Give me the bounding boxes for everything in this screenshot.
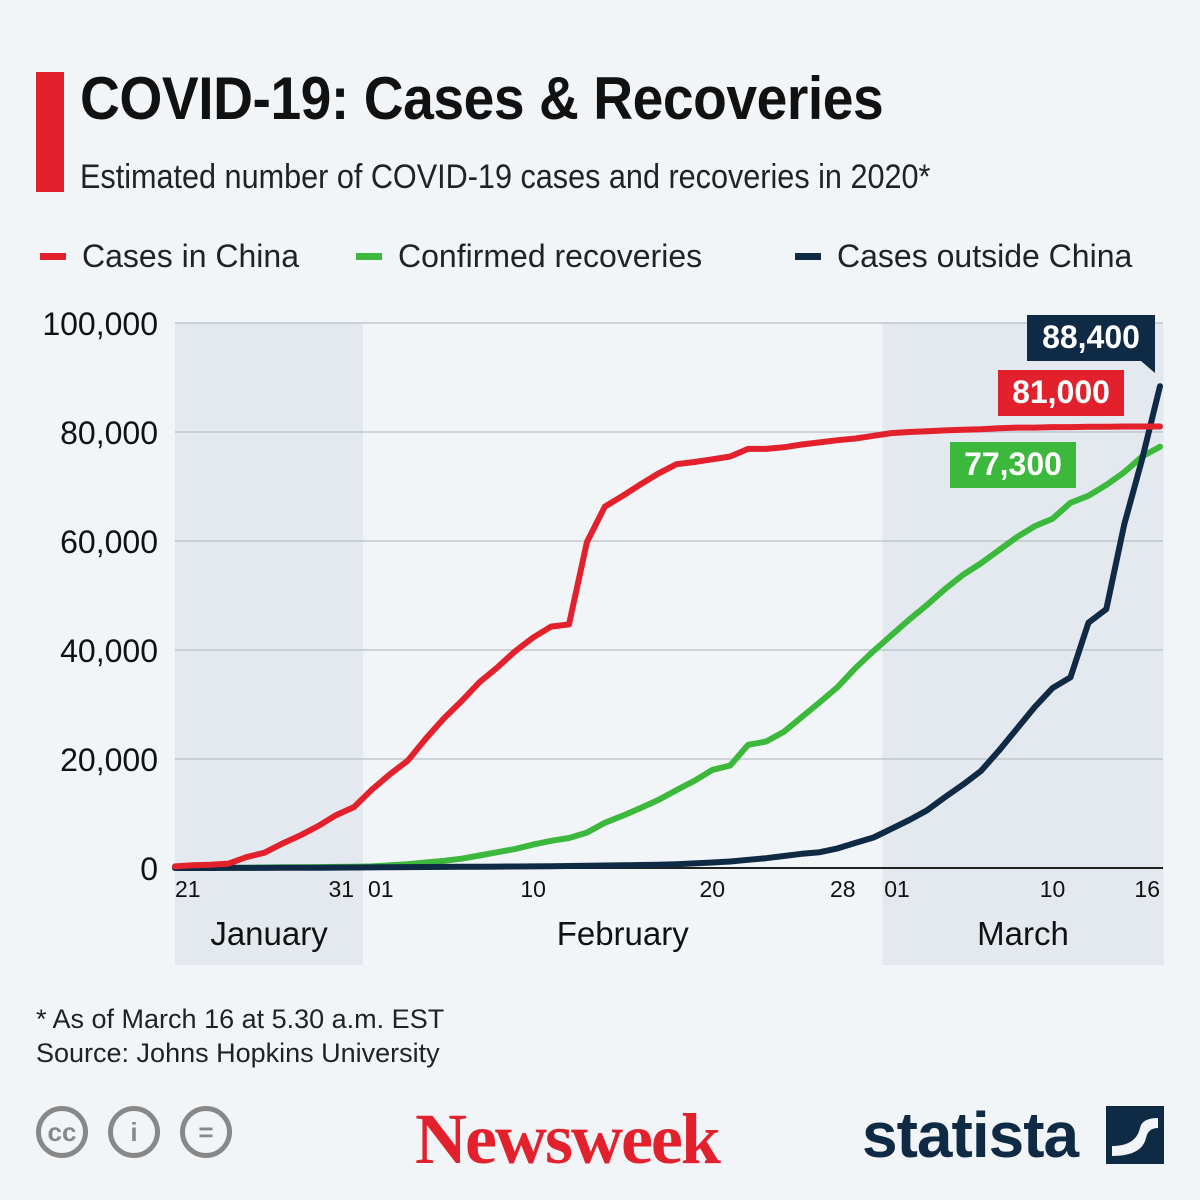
x-tick-label: 16: [1134, 876, 1160, 902]
legend-label: Cases in China: [82, 238, 299, 274]
y-tick-label: 80,000: [60, 415, 158, 451]
data-label: 81,000: [1012, 374, 1110, 410]
legend-swatch: [356, 253, 382, 260]
legend-label: Confirmed recoveries: [398, 238, 703, 274]
y-tick-label: 20,000: [60, 742, 158, 778]
source: Source: Johns Hopkins University: [36, 1038, 440, 1068]
statista-logo-icon: [1106, 1106, 1164, 1164]
x-tick-label: 01: [368, 876, 394, 902]
series-line-cases-in-china: [172, 423, 1163, 870]
series-line-cases-outside-china: [172, 383, 1163, 871]
chart-title: COVID-19: Cases & Recoveries: [80, 65, 884, 132]
cc-text: cc: [47, 1116, 77, 1147]
month-label: January: [210, 915, 328, 952]
month-label: March: [977, 915, 1069, 952]
y-tick-label: 100,000: [42, 306, 158, 342]
x-tick-label: 10: [520, 876, 546, 902]
data-label-box: [1027, 315, 1155, 361]
title-accent-bar: [36, 72, 64, 192]
x-tick-label: 20: [699, 876, 725, 902]
month-label: February: [557, 915, 690, 952]
legend-item-cases-china: Cases in China: [40, 238, 299, 275]
no-derivatives-icon: =: [180, 1106, 232, 1158]
y-tick-label: 40,000: [60, 633, 158, 669]
x-tick-label: 31: [328, 876, 354, 902]
month-shade: [175, 323, 364, 965]
data-label: 77,300: [964, 446, 1062, 482]
statista-logo: statista: [862, 1099, 1079, 1171]
legend-swatch: [40, 253, 66, 260]
data-label-box: [998, 370, 1124, 416]
legend-item-cases-outside: Cases outside China: [795, 238, 1132, 275]
cc-license-icon: cc: [36, 1106, 88, 1158]
chart-subtitle: Estimated number of COVID-19 cases and r…: [80, 158, 931, 196]
x-tick-label: 28: [830, 876, 856, 902]
legend-swatch: [795, 253, 821, 260]
data-label: 88,400: [1042, 319, 1140, 355]
y-tick-label: 60,000: [60, 524, 158, 560]
nd-text: =: [198, 1116, 214, 1147]
x-tick-label: 01: [884, 876, 910, 902]
data-label-pointer: [1141, 361, 1155, 373]
footnote: * As of March 16 at 5.30 a.m. EST: [36, 1004, 445, 1034]
legend-item-recoveries: Confirmed recoveries: [356, 238, 702, 275]
x-tick-label: 21: [175, 876, 201, 902]
data-label-box: [950, 442, 1076, 488]
line-chart: January February March 0 20,000 40,000 60,000 8…: [42, 306, 1164, 965]
x-tick-label: 10: [1040, 876, 1066, 902]
by-text: i: [130, 1116, 138, 1147]
legend-label: Cases outside China: [837, 238, 1133, 274]
attribution-icon: i: [108, 1106, 160, 1158]
y-tick-label: 0: [140, 851, 158, 887]
newsweek-logo: Newsweek: [415, 1099, 721, 1179]
